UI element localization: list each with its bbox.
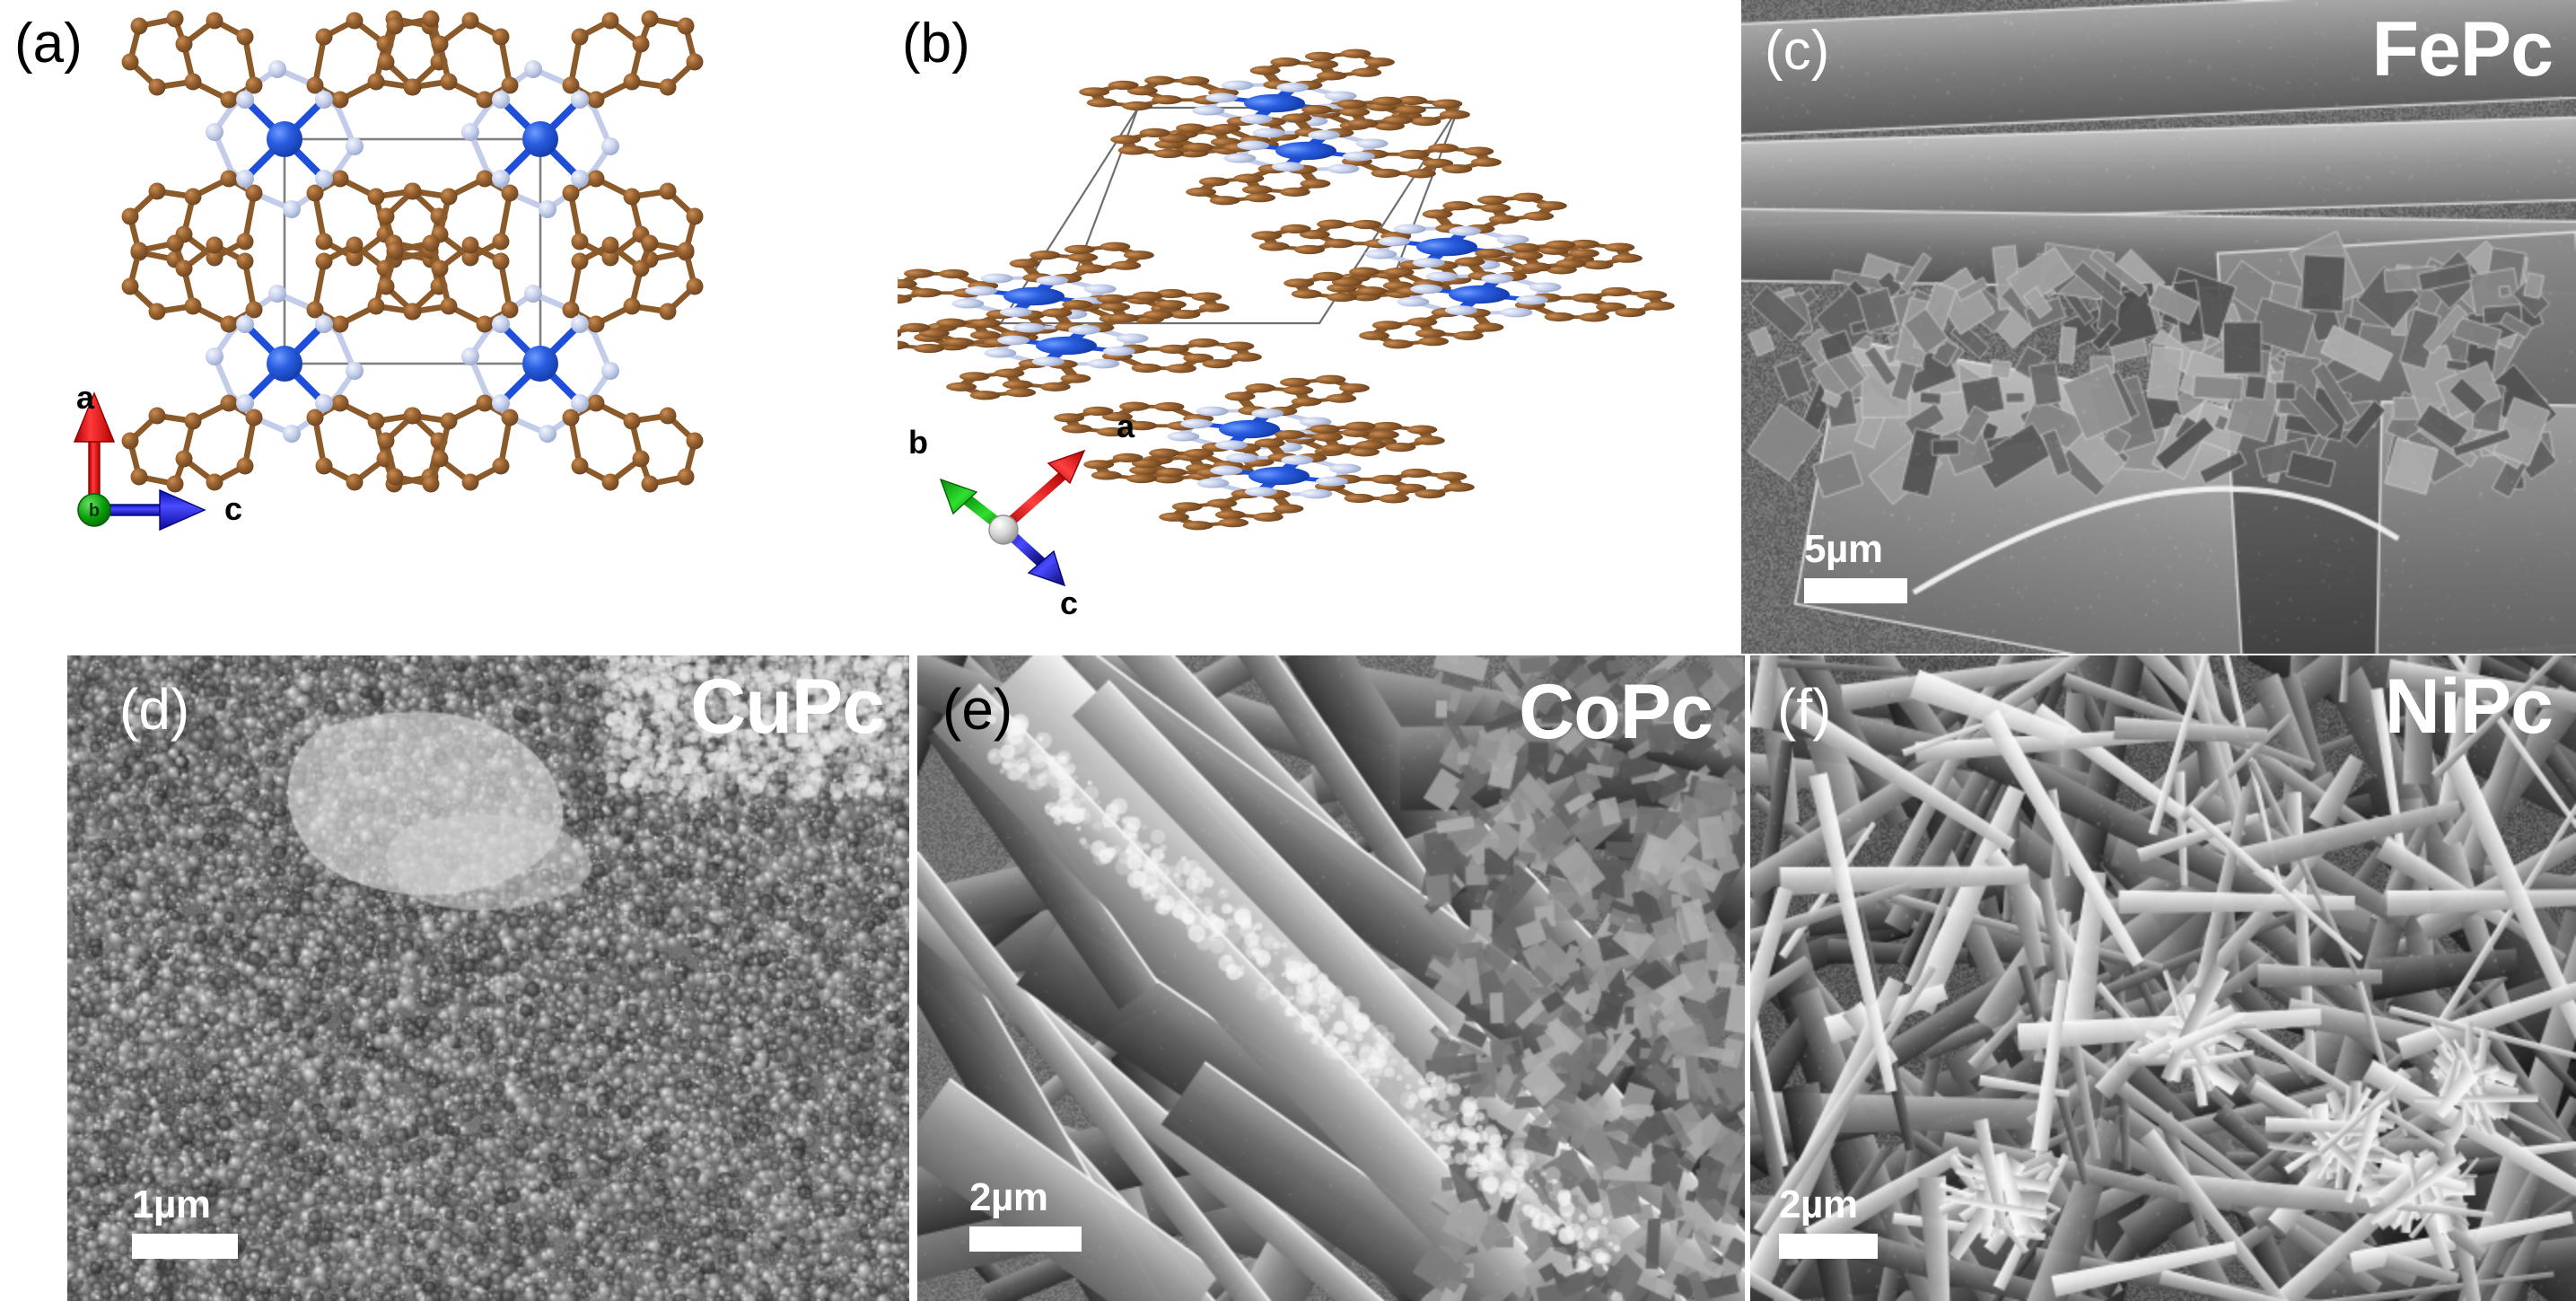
- panel-label-b: (b): [902, 13, 970, 75]
- panel-d: (d) CuPc 1µm: [67, 655, 909, 1301]
- scalebar-c: 5µm: [1804, 530, 1907, 603]
- axis-a-label: a: [76, 379, 95, 416]
- axis-a-arrow-b: [1000, 449, 1086, 532]
- scalebar-text-e: 2µm: [969, 1175, 1048, 1219]
- panel-f: (f) NiPc 2µm: [1750, 655, 2576, 1301]
- axis-c-arrow: [93, 488, 206, 532]
- axis-origin-sphere: [988, 514, 1019, 545]
- panel-label-e: (e): [942, 677, 1013, 742]
- material-label-copc: CoPc: [1519, 669, 1713, 755]
- crystal-structure-a: [0, 0, 898, 654]
- scalebar-text-f: 2µm: [1779, 1182, 1858, 1226]
- sem-image-fepc: [1741, 0, 2576, 654]
- scalebar-e: 2µm: [969, 1178, 1082, 1252]
- scalebar-rule-f: [1779, 1234, 1878, 1259]
- svg-text:b: b: [89, 501, 100, 521]
- molecule-stack-left: [898, 237, 1278, 404]
- axis-b-origin-circle: [77, 493, 111, 527]
- axis-b-b-label: b: [908, 424, 928, 461]
- crystal-b-svg: [898, 0, 1741, 654]
- material-label-nipc: NiPc: [2384, 664, 2554, 750]
- panel-label-a: (a): [14, 13, 83, 75]
- crystal-a-svg: [0, 0, 898, 654]
- panel-label-f: (f): [1777, 677, 1832, 742]
- scalebar-rule-c: [1804, 578, 1907, 603]
- scalebar-rule-d: [132, 1234, 238, 1259]
- sem-image-copc: [917, 655, 1745, 1301]
- panel-label-c: (c): [1765, 20, 1830, 82]
- panel-e: (e) CoPc 2µm: [917, 655, 1745, 1301]
- scalebar-rule-e: [969, 1226, 1082, 1252]
- axis-widget-a: b: [54, 375, 242, 555]
- axis-widget-b: [898, 395, 1167, 620]
- axis-b-a-label: a: [1117, 408, 1135, 444]
- sem-image-cupc: [67, 655, 909, 1301]
- material-label-cupc: CuPc: [690, 664, 885, 750]
- panel-b: a b c (b): [898, 0, 1741, 654]
- scalebar-text-d: 1µm: [132, 1182, 211, 1226]
- scalebar-f: 2µm: [1779, 1185, 1878, 1259]
- panel-a: b a c (a): [0, 0, 898, 654]
- axis-b-c-label: c: [1060, 585, 1079, 621]
- axis-a-arrow: [73, 391, 116, 511]
- panel-label-d: (d): [119, 677, 190, 742]
- material-label-fepc: FePc: [2371, 6, 2554, 92]
- scalebar-d: 1µm: [132, 1185, 238, 1259]
- scalebar-text-c: 5µm: [1804, 527, 1883, 571]
- panel-c: (c) FePc 5µm: [1741, 0, 2576, 654]
- unit-cell-box-a: [283, 137, 542, 365]
- sem-image-nipc: [1750, 655, 2576, 1301]
- crystal-structure-b: [898, 0, 1741, 654]
- molecule-stack-right: [1235, 188, 1691, 353]
- axis-c-label: c: [224, 490, 243, 527]
